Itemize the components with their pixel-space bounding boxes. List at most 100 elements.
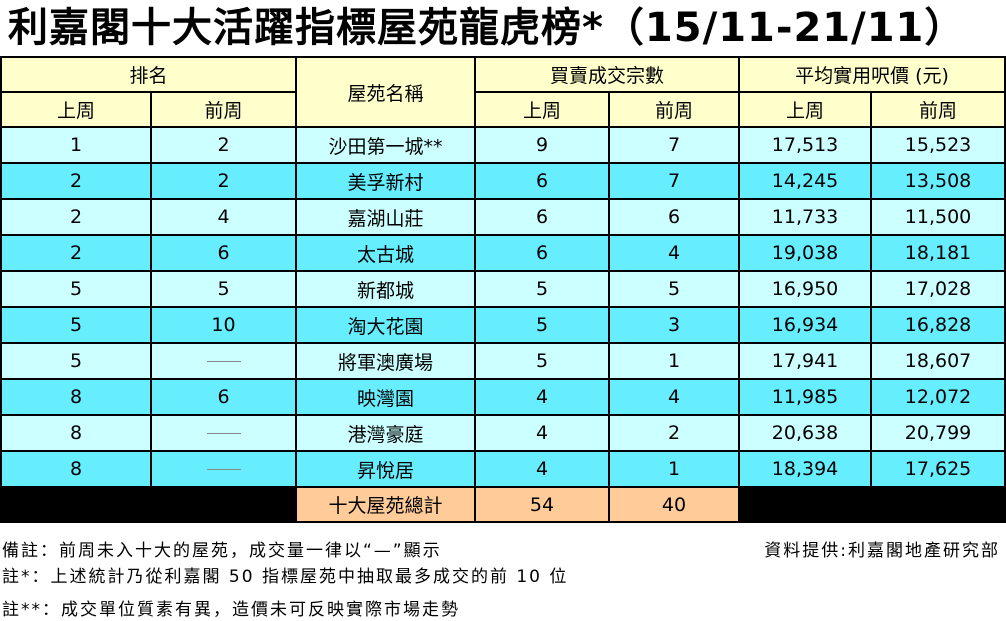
header-price: 平均實用呎價 (元) [738,56,1006,93]
footnote-2: 註**：成交單位質素有異，造價未可反映實際市場走勢 [2,600,460,620]
cell-price-last: 11,733 [738,198,873,236]
cell-price-prev: 11,500 [870,198,1006,236]
cell-tx-last: 6 [474,162,611,200]
cell-name: 嘉湖山莊 [295,198,477,236]
cell-price-last: 16,934 [738,306,873,344]
cell-rank-last: 5 [0,342,152,380]
header-tx-last: 上周 [474,91,611,128]
cell-tx-prev: 4 [608,234,741,272]
total-tx-last: 54 [474,486,611,523]
cell-rank-prev [149,414,298,452]
header-rank: 排名 [0,56,298,93]
cell-rank-last: 2 [0,198,152,236]
cell-rank-prev [149,342,298,380]
source-note: 資料提供:利嘉閣地產研究部 [764,541,1000,561]
total-row: 十大屋苑總計 54 40 [0,486,1006,523]
cell-tx-prev: 1 [608,342,741,380]
cell-tx-prev: 3 [608,306,741,344]
table-row: 5 10 淘大花園 5 3 16,934 16,828 [0,306,1006,344]
cell-price-last: 17,513 [738,126,873,164]
header-rank-last: 上周 [0,91,152,128]
cell-rank-prev: 5 [149,270,298,308]
cell-name: 昇悅居 [295,450,477,488]
cell-name: 將軍澳廣場 [295,342,477,380]
cell-name: 淘大花園 [295,306,477,344]
ranking-table: 排名 屋苑名稱 買賣成交宗數 平均實用呎價 (元) 上周 前周 上周 前周 上周… [0,56,1006,523]
cell-rank-prev: 2 [149,162,298,200]
header-price-prev: 前周 [870,91,1006,128]
cell-tx-last: 5 [474,342,611,380]
cell-price-prev: 18,181 [870,234,1006,272]
cell-tx-last: 9 [474,126,611,164]
page-title: 利嘉閣十大活躍指標屋苑龍虎榜*（15/11-21/11） [8,5,966,51]
header-price-last: 上周 [738,91,873,128]
dash-mark [206,433,241,434]
header-rank-prev: 前周 [149,91,298,128]
table-row: 5 將軍澳廣場 5 1 17,941 18,607 [0,342,1006,380]
cell-price-prev: 18,607 [870,342,1006,380]
cell-rank-last: 1 [0,126,152,164]
cell-tx-prev: 7 [608,162,741,200]
cell-tx-prev: 1 [608,450,741,488]
cell-rank-last: 2 [0,162,152,200]
table-row: 2 4 嘉湖山莊 6 6 11,733 11,500 [0,198,1006,236]
cell-price-last: 20,638 [738,414,873,452]
cell-rank-prev [149,450,298,488]
cell-price-prev: 16,828 [870,306,1006,344]
cell-name: 港灣豪庭 [295,414,477,452]
cell-rank-prev: 6 [149,234,298,272]
cell-name: 美孚新村 [295,162,477,200]
header-transactions: 買賣成交宗數 [474,56,741,93]
cell-price-last: 14,245 [738,162,873,200]
cell-rank-last: 2 [0,234,152,272]
cell-tx-prev: 6 [608,198,741,236]
cell-price-prev: 13,508 [870,162,1006,200]
footnote-1: 註*：上述統計乃從利嘉閣 50 指標屋苑中抽取最多成交的前 10 位 [2,567,569,587]
total-blank-right [738,486,1006,523]
cell-tx-prev: 7 [608,126,741,164]
cell-tx-last: 5 [474,306,611,344]
cell-price-last: 16,950 [738,270,873,308]
cell-price-last: 18,394 [738,450,873,488]
cell-rank-last: 5 [0,270,152,308]
cell-price-last: 11,985 [738,378,873,416]
total-label: 十大屋苑總計 [295,486,477,523]
cell-price-prev: 15,523 [870,126,1006,164]
cell-rank-last: 8 [0,414,152,452]
table-row: 8 港灣豪庭 4 2 20,638 20,799 [0,414,1006,452]
cell-rank-last: 5 [0,306,152,344]
header-tx-prev: 前周 [608,91,741,128]
cell-tx-last: 5 [474,270,611,308]
cell-tx-prev: 5 [608,270,741,308]
cell-name: 沙田第一城** [295,126,477,164]
dash-mark [206,361,241,362]
cell-tx-last: 4 [474,378,611,416]
cell-price-last: 19,038 [738,234,873,272]
table-row: 5 5 新都城 5 5 16,950 17,028 [0,270,1006,308]
cell-name: 新都城 [295,270,477,308]
cell-rank-last: 8 [0,378,152,416]
cell-price-prev: 12,072 [870,378,1006,416]
cell-name: 映灣園 [295,378,477,416]
cell-price-prev: 20,799 [870,414,1006,452]
cell-tx-last: 4 [474,450,611,488]
cell-price-prev: 17,625 [870,450,1006,488]
cell-tx-last: 6 [474,234,611,272]
table-row: 8 6 映灣園 4 4 11,985 12,072 [0,378,1006,416]
cell-tx-last: 6 [474,198,611,236]
table-row: 1 2 沙田第一城** 9 7 17,513 15,523 [0,126,1006,164]
total-blank-left [0,486,298,523]
cell-rank-prev: 2 [149,126,298,164]
table-row: 2 6 太古城 6 4 19,038 18,181 [0,234,1006,272]
cell-rank-last: 8 [0,450,152,488]
cell-rank-prev: 4 [149,198,298,236]
remark-note: 備註：前周未入十大的屋苑，成交量一律以“—”顯示 [2,541,442,561]
table-row: 2 2 美孚新村 6 7 14,245 13,508 [0,162,1006,200]
table-row: 8 昇悅居 4 1 18,394 17,625 [0,450,1006,488]
cell-price-prev: 17,028 [870,270,1006,308]
cell-tx-prev: 2 [608,414,741,452]
total-tx-prev: 40 [608,486,741,523]
dash-mark [206,469,241,470]
header-estate: 屋苑名稱 [295,56,477,128]
cell-rank-prev: 10 [149,306,298,344]
